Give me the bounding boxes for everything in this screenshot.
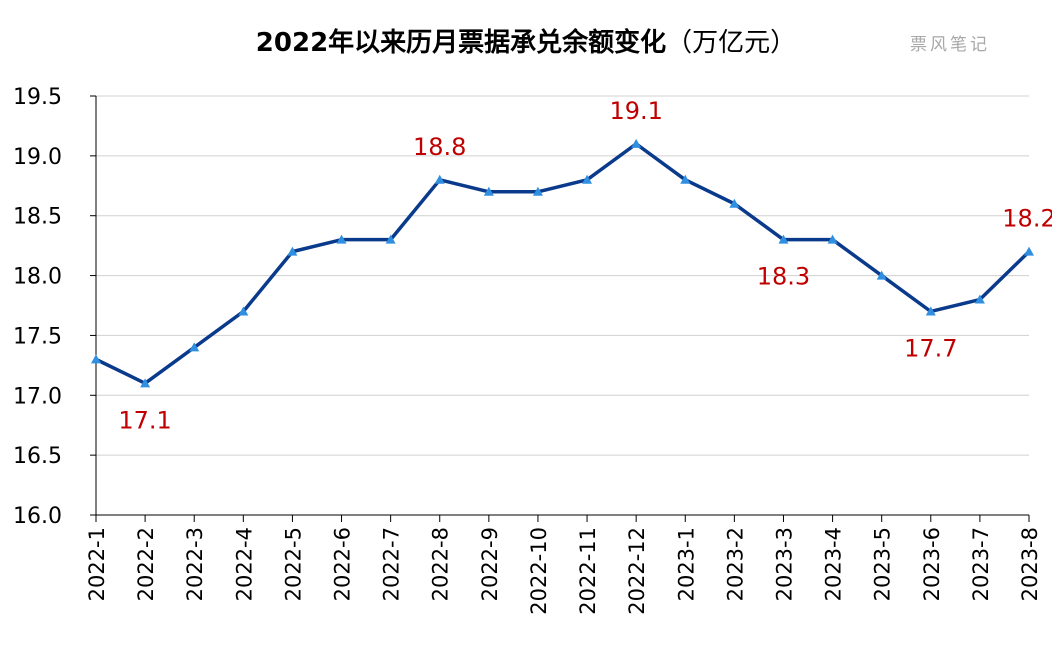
data-point-marker xyxy=(778,234,789,244)
data-point-marker xyxy=(140,378,151,388)
x-tick-label: 2022-4 xyxy=(232,527,256,601)
x-tick-label: 2022-11 xyxy=(576,527,600,615)
x-tick-label: 2022-10 xyxy=(527,527,551,615)
x-tick-label: 2022-8 xyxy=(429,527,453,601)
data-label: 17.7 xyxy=(904,334,957,362)
x-tick-label: 2023-3 xyxy=(772,527,796,601)
y-tick-label: 16.5 xyxy=(13,444,62,469)
data-point-marker xyxy=(876,270,887,280)
x-tick-label: 2023-6 xyxy=(920,527,944,601)
chart-title-main: 2022年以来历月票据承兑余额变化 xyxy=(255,28,667,58)
data-point-marker xyxy=(385,234,396,244)
x-tick-label: 2022-2 xyxy=(134,527,158,601)
data-label: 18.3 xyxy=(757,263,810,291)
data-point-marker xyxy=(189,342,200,352)
x-tick-label: 2022-7 xyxy=(380,527,404,601)
chart-title-unit: （万亿元） xyxy=(666,28,797,58)
data-point-marker xyxy=(91,354,101,364)
data-point-marker xyxy=(1024,246,1034,256)
data-point-marker xyxy=(582,174,593,184)
data-point-marker xyxy=(974,294,985,304)
data-point-marker xyxy=(336,234,347,244)
data-point-marker xyxy=(827,234,838,244)
x-tick-label: 2022-1 xyxy=(85,527,109,601)
x-tick-label: 2023-7 xyxy=(969,527,993,601)
x-tick-label: 2022-3 xyxy=(183,527,207,601)
x-tick-label: 2023-2 xyxy=(723,527,747,601)
x-tick-label: 2022-6 xyxy=(331,527,355,601)
data-label: 19.1 xyxy=(609,97,662,125)
data-point-marker xyxy=(532,186,543,196)
data-label: 18.2 xyxy=(1002,205,1052,233)
x-tick-label: 2023-8 xyxy=(1018,527,1042,601)
x-tick-label: 2023-1 xyxy=(674,527,698,601)
data-point-marker xyxy=(434,174,445,184)
data-point-marker xyxy=(925,306,936,316)
data-point-marker xyxy=(287,246,298,256)
x-tick-label: 2023-4 xyxy=(822,527,846,601)
data-point-marker xyxy=(483,186,494,196)
y-tick-label: 19.0 xyxy=(13,145,62,170)
chart-title: 2022年以来历月票据承兑余额变化（万亿元） xyxy=(0,22,1052,59)
data-point-marker xyxy=(238,306,249,316)
y-tick-label: 17.5 xyxy=(13,324,62,349)
data-point-marker xyxy=(631,138,642,148)
x-tick-label: 2023-5 xyxy=(871,527,895,601)
y-tick-label: 18.0 xyxy=(13,265,62,290)
data-point-marker xyxy=(680,174,691,184)
y-tick-label: 18.5 xyxy=(13,205,62,230)
x-tick-label: 2022-9 xyxy=(478,527,502,601)
x-tick-label: 2022-5 xyxy=(281,527,305,601)
y-tick-label: 17.0 xyxy=(13,384,62,409)
series-line xyxy=(95,142,1031,386)
x-tick-label: 2022-12 xyxy=(625,527,649,615)
data-label: 18.8 xyxy=(413,133,466,161)
data-label: 17.1 xyxy=(118,406,171,434)
data-point-marker xyxy=(729,198,740,208)
y-tick-label: 16.0 xyxy=(13,504,62,529)
watermark: 票风笔记 xyxy=(910,35,990,55)
y-tick-label: 19.5 xyxy=(13,85,62,110)
